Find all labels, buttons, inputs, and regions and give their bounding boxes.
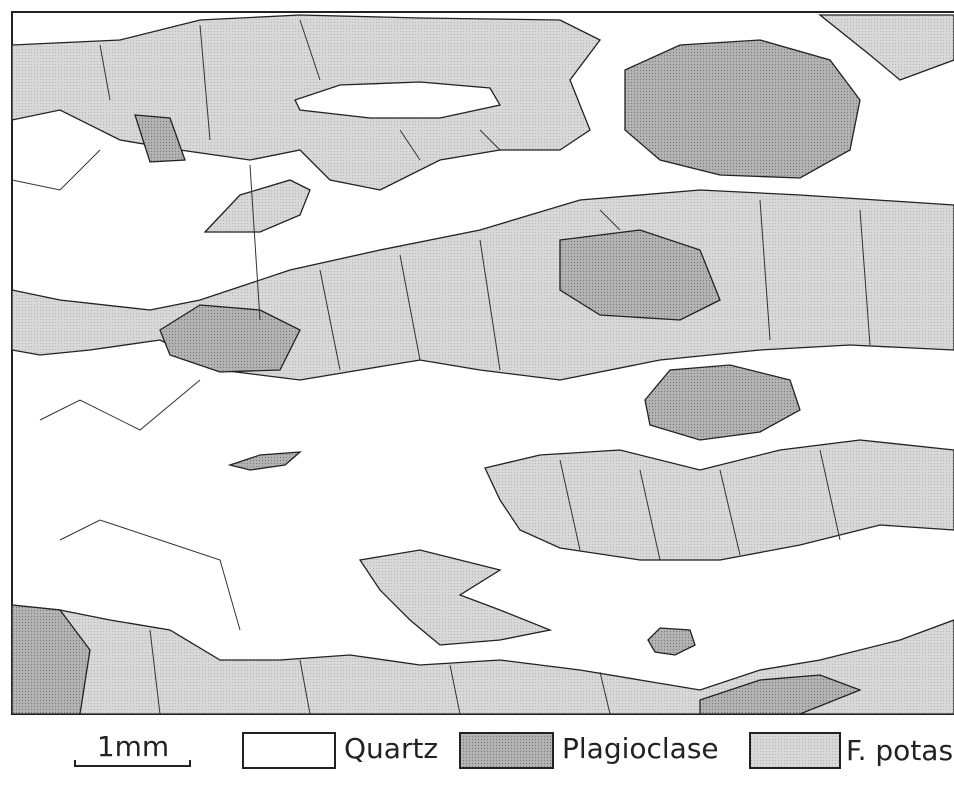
legend-label: Plagioclase [562, 732, 719, 765]
thin-section-figure: 1mm Quartz Plagioclase F. potas. [0, 0, 954, 786]
legend-label: F. potas. [846, 734, 954, 767]
scale-label: 1mm [97, 730, 169, 763]
plagioclase-grain [625, 40, 860, 178]
legend-label: Quartz [344, 732, 438, 765]
map [12, 12, 954, 714]
plagioclase-swatch [460, 733, 553, 768]
legend: 1mm Quartz Plagioclase F. potas. [75, 730, 954, 768]
potassium-feldspar-swatch [750, 733, 840, 768]
quartz-swatch [243, 733, 335, 768]
